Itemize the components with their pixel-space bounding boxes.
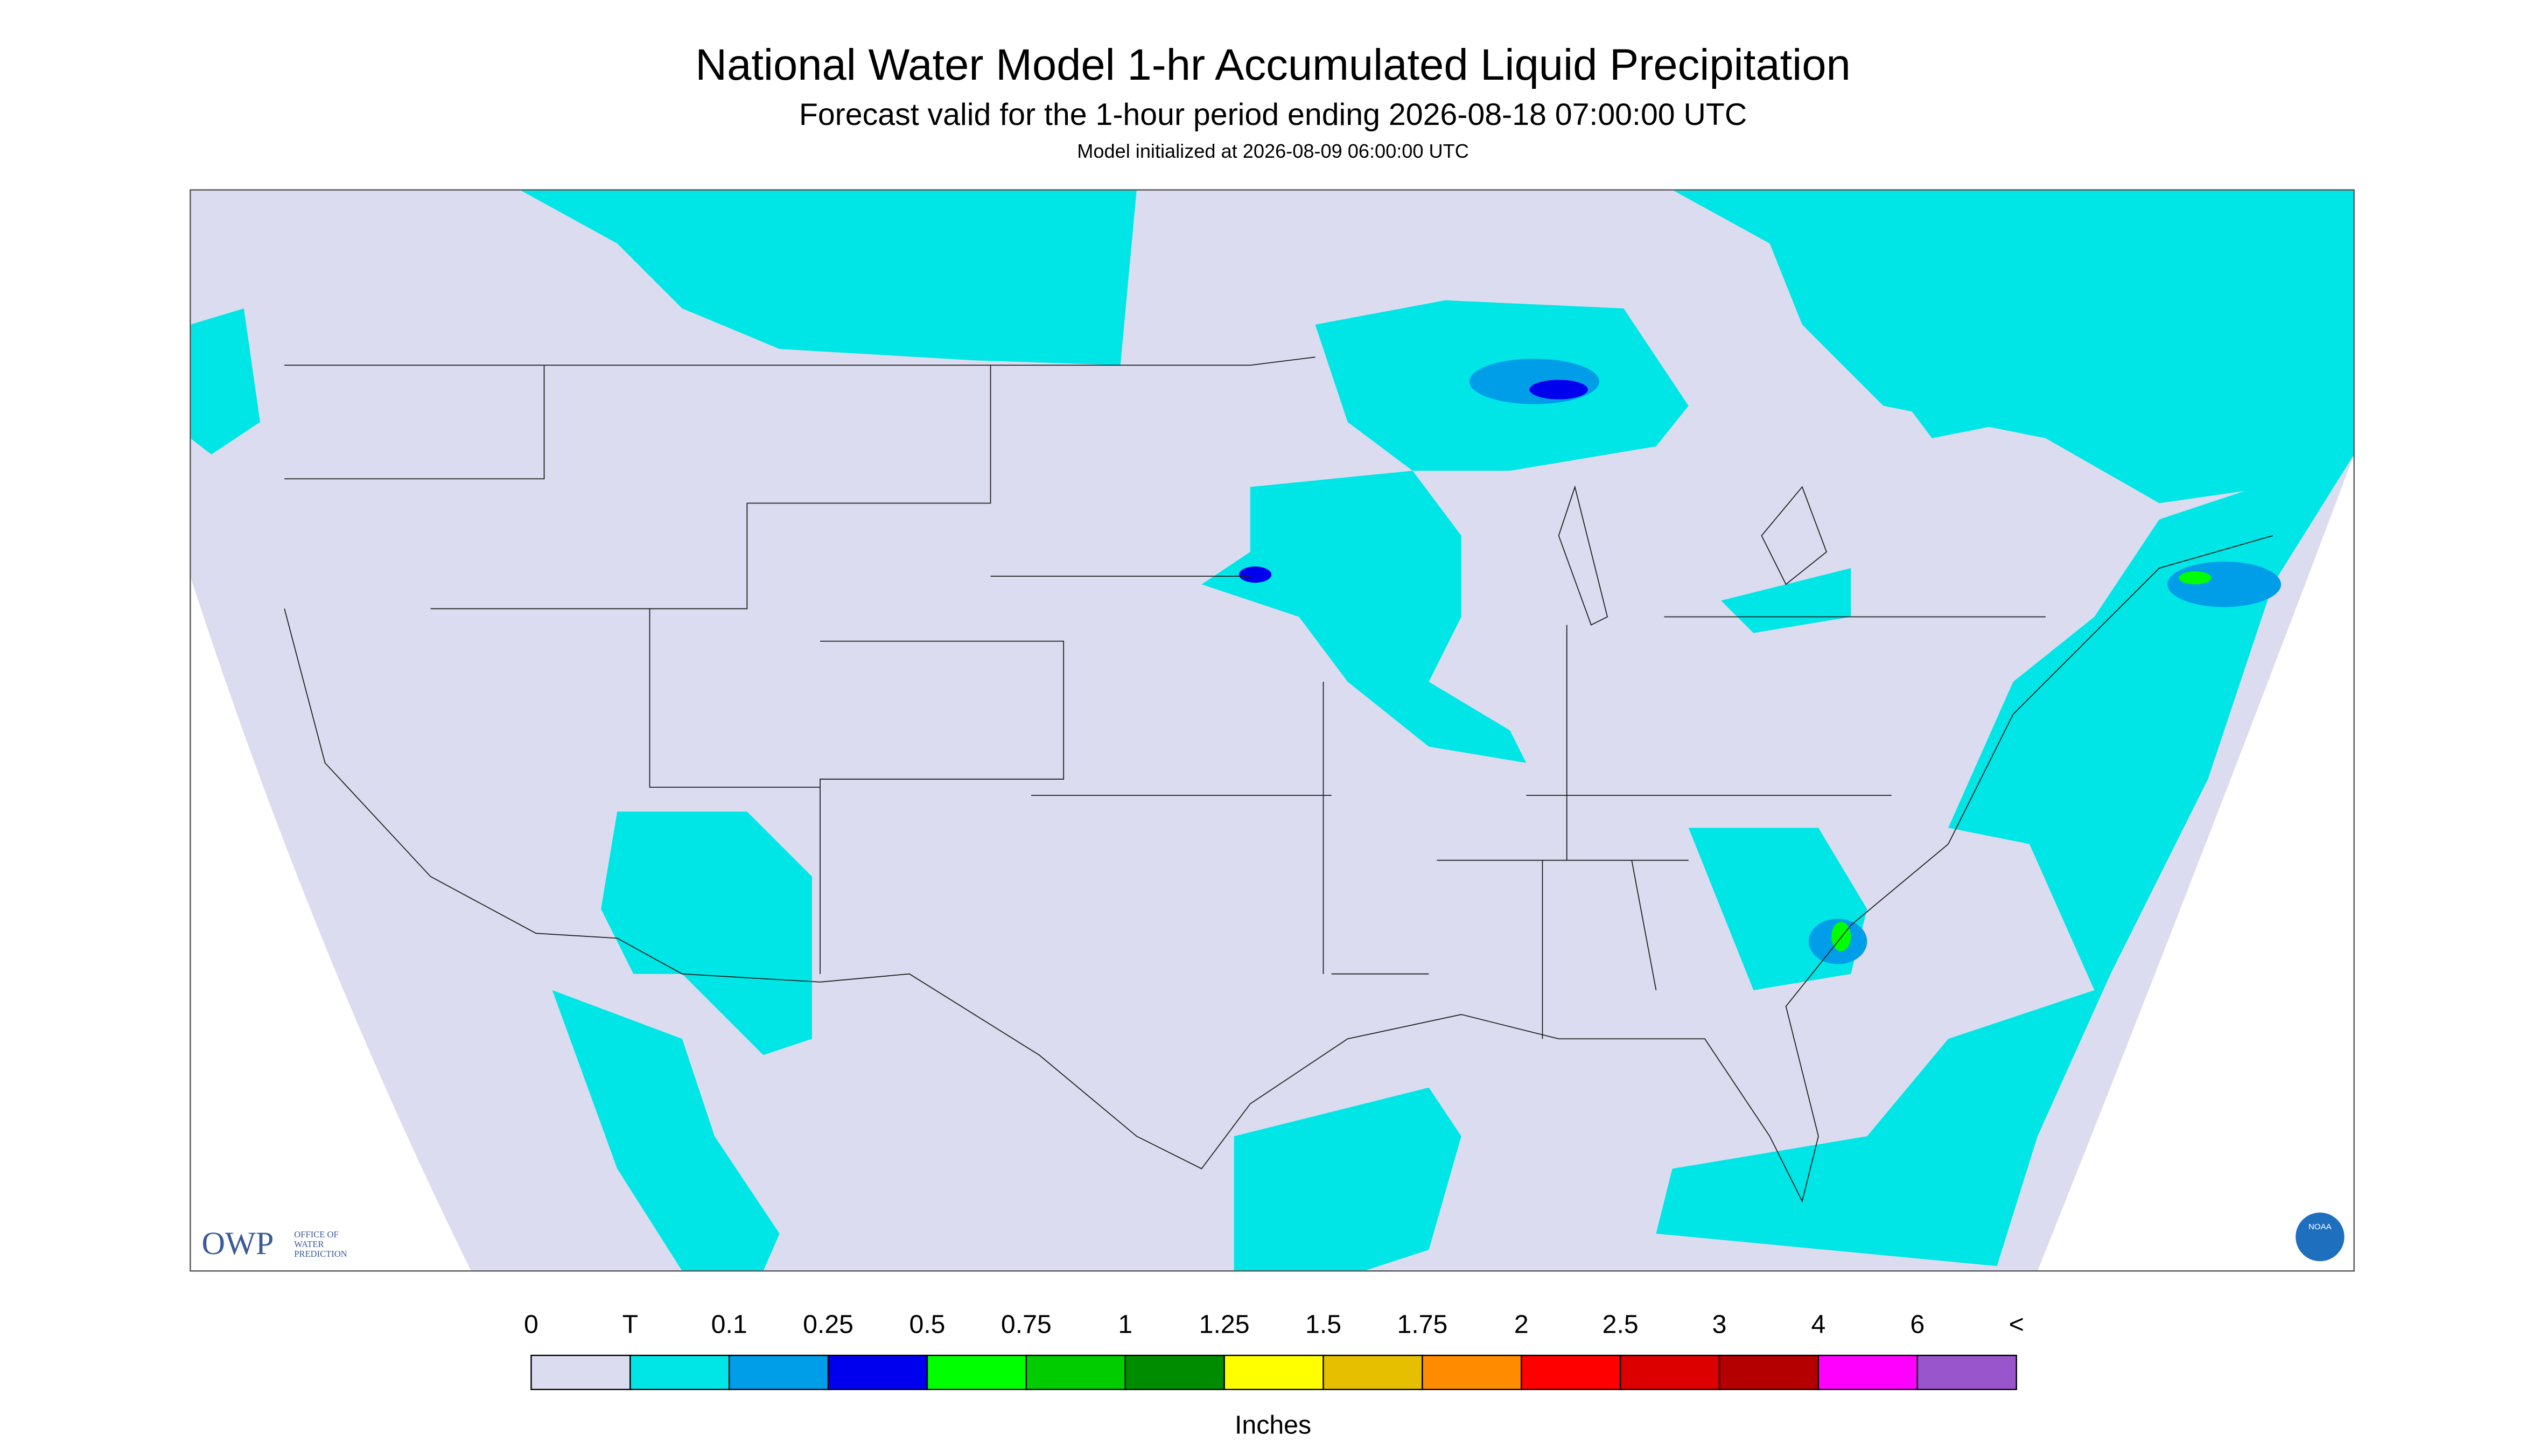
legend-label: 2 bbox=[1514, 1310, 1529, 1339]
init-note: Model initialized at 2026-08-09 06:00:00… bbox=[1077, 140, 1469, 162]
precip-areas bbox=[190, 190, 2354, 1271]
legend-label: 0.1 bbox=[711, 1310, 747, 1339]
legend-label: 2.5 bbox=[1603, 1310, 1639, 1339]
title: National Water Model 1-hr Accumulated Li… bbox=[695, 40, 1850, 89]
legend-label: 1.25 bbox=[1199, 1310, 1250, 1339]
state-borders bbox=[284, 356, 2273, 1203]
legend-swatch bbox=[1619, 1354, 1720, 1390]
legend-swatch bbox=[1521, 1354, 1621, 1390]
legend-swatch bbox=[827, 1354, 928, 1390]
rain-area bbox=[520, 190, 1137, 366]
legend-unit: Inches bbox=[1235, 1410, 1311, 1439]
legend-swatch bbox=[1124, 1354, 1225, 1390]
legend-label: 0 bbox=[524, 1310, 538, 1339]
coastline bbox=[284, 535, 2273, 1203]
legend-swatch bbox=[1916, 1354, 2017, 1390]
rain-area bbox=[1656, 454, 2354, 1266]
legend-swatch bbox=[1718, 1354, 1820, 1390]
legend-swatch bbox=[530, 1354, 631, 1390]
map-frame bbox=[190, 189, 2355, 1272]
rain-area bbox=[190, 308, 261, 455]
heavy-rain bbox=[1831, 922, 1851, 951]
legend-label: 6 bbox=[1910, 1310, 1925, 1339]
legend-swatch bbox=[1323, 1354, 1423, 1390]
rain-area bbox=[1883, 365, 2013, 438]
rain-area bbox=[1234, 1087, 1461, 1271]
legend-label: 0.25 bbox=[803, 1310, 853, 1339]
lake-outline bbox=[1558, 485, 1828, 626]
heavy-rain bbox=[2167, 562, 2282, 607]
legend-swatch bbox=[1025, 1354, 1126, 1390]
noaa-logo-text: NOAA bbox=[2308, 1222, 2332, 1231]
owp-logo-line: WATER bbox=[294, 1239, 324, 1249]
legend: 0 T 0.1 0.25 0.5 0.75 1 1.25 1.5 1.75 2 2.5 3 4 6 < bbox=[524, 1310, 2024, 1390]
rain-area bbox=[552, 990, 780, 1271]
legend-swatch bbox=[1817, 1354, 1919, 1390]
legend-swatch bbox=[926, 1354, 1027, 1390]
legend-swatch bbox=[1422, 1354, 1522, 1390]
legend-label: T bbox=[622, 1310, 638, 1339]
owp-logo-line: OFFICE OF bbox=[294, 1229, 338, 1240]
rain-area bbox=[1201, 471, 1527, 763]
legend-swatch bbox=[728, 1354, 829, 1390]
legend-label: 4 bbox=[1811, 1310, 1826, 1339]
legend-label: 1.75 bbox=[1397, 1310, 1447, 1339]
border-line bbox=[284, 356, 2046, 1039]
rain-area bbox=[1672, 190, 2354, 503]
noaa-logo bbox=[2296, 1212, 2345, 1262]
legend-label: 3 bbox=[1712, 1310, 1727, 1339]
heavy-rain bbox=[2179, 571, 2212, 585]
legend-label: 1 bbox=[1118, 1310, 1132, 1339]
heavy-rain bbox=[1469, 359, 1599, 404]
legend-label: 0.75 bbox=[1001, 1310, 1052, 1339]
owp-logo: OWP bbox=[201, 1226, 274, 1262]
subtitle: Forecast valid for the 1-hour period end… bbox=[799, 97, 1747, 132]
legend-swatch bbox=[629, 1354, 730, 1390]
heavy-rain bbox=[1529, 380, 1588, 400]
legend-label: 1.5 bbox=[1305, 1310, 1341, 1339]
legend-swatch bbox=[1223, 1354, 1324, 1390]
rain-area bbox=[601, 811, 812, 1055]
heavy-rain bbox=[1238, 566, 1272, 583]
owp-logo-line: PREDICTION bbox=[294, 1249, 347, 1259]
legend-label: 0.5 bbox=[909, 1310, 945, 1339]
legend-label: < bbox=[2009, 1310, 2024, 1339]
